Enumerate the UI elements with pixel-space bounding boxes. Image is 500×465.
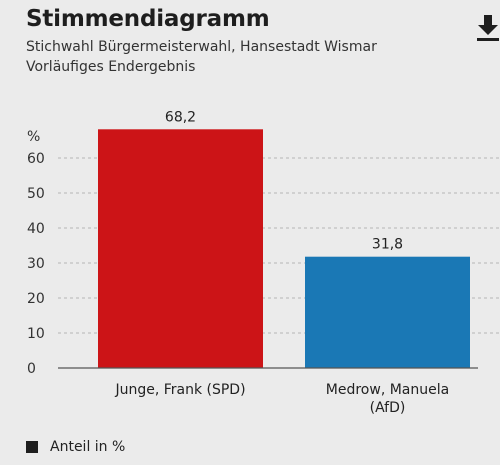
y-tick-label: 10 xyxy=(27,326,45,342)
legend-swatch xyxy=(26,441,38,453)
y-tick-label: 0 xyxy=(27,361,36,377)
y-tick-label: 30 xyxy=(27,256,45,272)
y-tick-label: 50 xyxy=(27,186,45,202)
bar-chart: % 0 10 20 30 40 50 60 68,2 Junge, Frank (SPD) 31,8… xyxy=(27,109,500,416)
download-button[interactable] xyxy=(476,14,500,42)
x-category-label: (AfD) xyxy=(370,400,406,416)
y-axis-unit-label: % xyxy=(27,129,40,145)
legend: Anteil in % xyxy=(26,439,125,455)
page-title: Stimmendiagramm xyxy=(26,6,270,32)
bar-value-label: 31,8 xyxy=(372,237,403,253)
y-tick-label: 60 xyxy=(27,151,45,167)
chart-subtitle-status: Vorläufiges Endergebnis xyxy=(26,59,196,75)
bar-value-label: 68,2 xyxy=(165,109,196,125)
chart-subtitle: Stichwahl Bürgermeisterwahl, Hansestadt … xyxy=(26,39,377,55)
x-category-label: Junge, Frank (SPD) xyxy=(114,382,245,398)
legend-label: Anteil in % xyxy=(50,439,126,455)
bar xyxy=(98,129,263,368)
download-icon xyxy=(477,15,499,41)
x-category-label: Medrow, Manuela xyxy=(326,382,449,398)
y-tick-label: 40 xyxy=(27,221,45,237)
bar xyxy=(305,256,470,368)
y-tick-label: 20 xyxy=(27,291,45,307)
